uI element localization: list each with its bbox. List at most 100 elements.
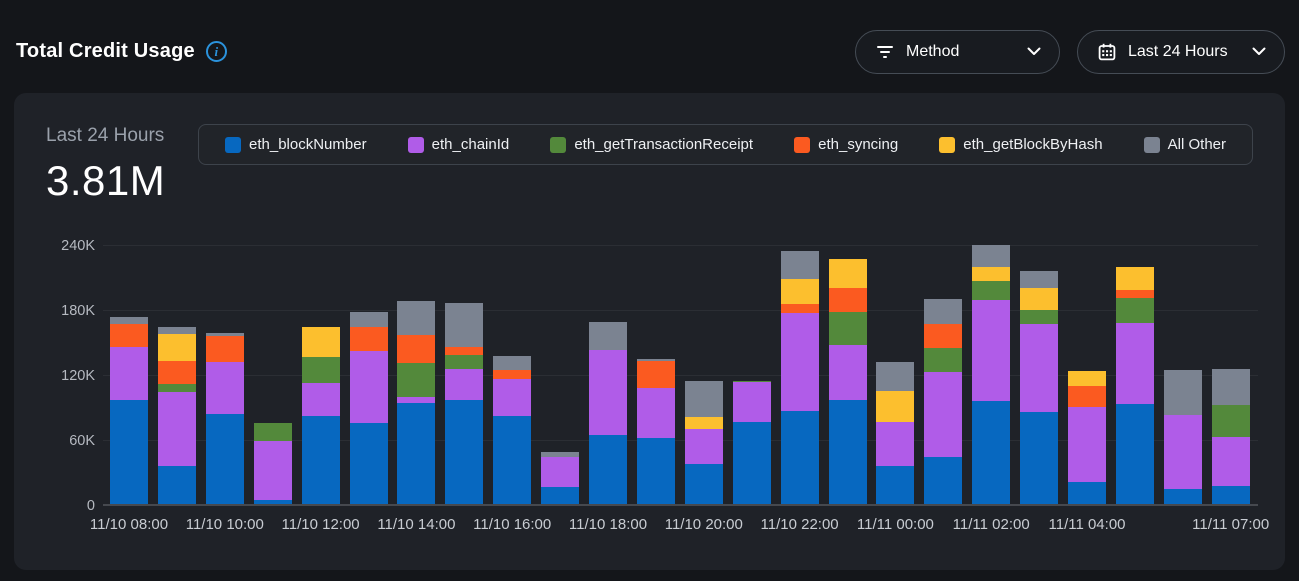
bar-segment-eth_blockNumber[interactable] [301, 416, 340, 504]
bar-segment-eth_blockNumber[interactable] [397, 403, 436, 504]
bar-segment-eth_blockNumber[interactable] [253, 499, 292, 504]
bar-segment-eth_blockNumber[interactable] [828, 400, 867, 504]
bar-segment-eth_syncing[interactable] [828, 288, 867, 313]
bar-segment-eth_chainId[interactable] [445, 368, 484, 400]
bar-segment-eth_getTransactionReceipt[interactable] [828, 312, 867, 345]
bar-segment-eth_syncing[interactable] [1115, 289, 1154, 299]
bar-segment-eth_chainId[interactable] [205, 362, 244, 415]
bar-segment-eth_blockNumber[interactable] [349, 422, 388, 504]
bar-segment-eth_blockNumber[interactable] [1211, 485, 1250, 504]
bar-segment-eth_chainId[interactable] [589, 350, 627, 435]
bar-segment-eth_syncing[interactable] [493, 369, 532, 380]
bar-segment-eth_getBlockByHash[interactable] [684, 417, 723, 430]
stacked-bar[interactable] [924, 299, 963, 504]
legend-item[interactable]: eth_syncing [794, 136, 898, 153]
bar-segment-eth_getBlockByHash[interactable] [1020, 288, 1059, 311]
bar-segment-eth_blockNumber[interactable] [493, 416, 532, 504]
bar-segment-eth_blockNumber[interactable] [1163, 488, 1202, 504]
stacked-bar[interactable] [589, 322, 627, 504]
bar-segment-eth_syncing[interactable] [636, 361, 675, 389]
bar-segment-eth_syncing[interactable] [1068, 385, 1106, 407]
bar-segment-eth_chainId[interactable] [1163, 415, 1202, 489]
bar-segment-eth_chainId[interactable] [541, 457, 580, 487]
bar-segment-eth_getBlockByHash[interactable] [972, 266, 1011, 281]
bar-segment-eth_getTransactionReceipt[interactable] [397, 363, 436, 397]
bar-segment-eth_chainId[interactable] [924, 371, 963, 458]
bar-segment-eth_chainId[interactable] [349, 351, 388, 423]
bar-segment-eth_syncing[interactable] [349, 327, 388, 352]
bar-segment-eth_getTransactionReceipt[interactable] [253, 422, 292, 442]
bar-segment-eth_blockNumber[interactable] [924, 457, 963, 504]
bar-segment-eth_chainId[interactable] [972, 300, 1011, 402]
legend-item[interactable]: eth_getTransactionReceipt [550, 136, 753, 153]
bar-segment-eth_getTransactionReceipt[interactable] [445, 354, 484, 369]
bar-segment-eth_chainId[interactable] [1068, 406, 1106, 483]
stacked-bar[interactable] [1163, 369, 1202, 504]
stacked-bar[interactable] [636, 358, 675, 504]
bar-segment-All Other[interactable] [780, 250, 819, 279]
bar-segment-eth_chainId[interactable] [1211, 436, 1250, 486]
bar-segment-eth_getTransactionReceipt[interactable] [1115, 298, 1154, 324]
bar-segment-eth_blockNumber[interactable] [876, 466, 915, 504]
bar-segment-eth_getTransactionReceipt[interactable] [301, 356, 340, 383]
bar-segment-eth_getTransactionReceipt[interactable] [924, 348, 963, 372]
stacked-bar[interactable] [205, 332, 244, 504]
bar-segment-eth_getTransactionReceipt[interactable] [732, 380, 771, 382]
stacked-bar[interactable] [110, 316, 148, 504]
stacked-bar[interactable] [301, 327, 340, 504]
bar-segment-eth_chainId[interactable] [493, 379, 532, 417]
bar-segment-eth_blockNumber[interactable] [780, 410, 819, 504]
bar-segment-All Other[interactable] [205, 332, 244, 337]
bar-segment-All Other[interactable] [1211, 368, 1250, 406]
bar-segment-All Other[interactable] [636, 358, 675, 362]
legend-item[interactable]: All Other [1143, 136, 1226, 153]
bar-segment-eth_blockNumber[interactable] [110, 400, 148, 504]
bar-segment-eth_getBlockByHash[interactable] [1068, 370, 1106, 386]
bar-segment-All Other[interactable] [876, 362, 915, 392]
bar-segment-eth_getTransactionReceipt[interactable] [1211, 405, 1250, 437]
bar-segment-eth_getBlockByHash[interactable] [780, 278, 819, 304]
bar-segment-eth_chainId[interactable] [636, 388, 675, 438]
stacked-bar[interactable] [972, 245, 1011, 504]
bar-segment-eth_chainId[interactable] [157, 392, 196, 467]
bar-segment-eth_blockNumber[interactable] [445, 400, 484, 504]
stacked-bar[interactable] [1068, 370, 1106, 504]
bar-segment-eth_getBlockByHash[interactable] [828, 259, 867, 289]
bar-segment-eth_syncing[interactable] [157, 361, 196, 384]
bar-segment-eth_blockNumber[interactable] [1068, 482, 1106, 504]
bar-segment-All Other[interactable] [684, 380, 723, 418]
bar-segment-eth_syncing[interactable] [110, 324, 148, 347]
bar-segment-eth_chainId[interactable] [828, 344, 867, 400]
bar-segment-eth_chainId[interactable] [397, 396, 436, 404]
stacked-bar[interactable] [253, 422, 292, 504]
stacked-bar[interactable] [493, 355, 532, 504]
bar-segment-All Other[interactable] [924, 299, 963, 325]
stacked-bar[interactable] [1211, 368, 1250, 504]
bar-segment-eth_getBlockByHash[interactable] [301, 327, 340, 357]
legend-item[interactable]: eth_blockNumber [225, 136, 367, 153]
bar-segment-eth_blockNumber[interactable] [157, 466, 196, 504]
bar-segment-All Other[interactable] [397, 301, 436, 336]
bar-segment-eth_syncing[interactable] [445, 346, 484, 355]
bar-segment-All Other[interactable] [349, 312, 388, 328]
stacked-bar[interactable] [349, 312, 388, 504]
bar-segment-eth_blockNumber[interactable] [636, 437, 675, 504]
bar-segment-eth_chainId[interactable] [732, 381, 771, 422]
bar-segment-eth_chainId[interactable] [780, 313, 819, 411]
stacked-bar[interactable] [732, 380, 771, 504]
bar-segment-eth_blockNumber[interactable] [589, 434, 627, 504]
bar-segment-All Other[interactable] [1163, 369, 1202, 416]
stacked-bar[interactable] [157, 327, 196, 504]
bar-segment-eth_chainId[interactable] [1020, 324, 1059, 412]
bar-segment-eth_getTransactionReceipt[interactable] [972, 280, 1011, 301]
bar-segment-All Other[interactable] [972, 245, 1011, 267]
bar-segment-eth_blockNumber[interactable] [972, 401, 1011, 504]
bar-segment-eth_getBlockByHash[interactable] [157, 333, 196, 362]
bar-segment-All Other[interactable] [445, 302, 484, 347]
bar-segment-eth_syncing[interactable] [924, 324, 963, 349]
bar-segment-eth_blockNumber[interactable] [732, 421, 771, 504]
bar-segment-eth_getTransactionReceipt[interactable] [1020, 310, 1059, 325]
stacked-bar[interactable] [828, 259, 867, 504]
stacked-bar[interactable] [684, 380, 723, 504]
bar-segment-All Other[interactable] [1020, 271, 1059, 289]
